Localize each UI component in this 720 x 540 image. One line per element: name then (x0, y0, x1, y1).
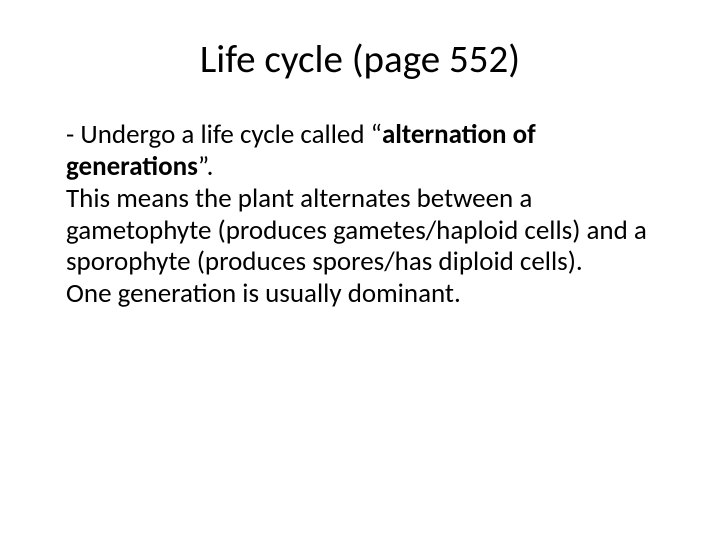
p1-post: ”. (198, 150, 214, 183)
slide-container: Life cycle (page 552) - Undergo a life c… (0, 0, 720, 540)
p1-pre: - Undergo a life cycle called “ (66, 118, 382, 151)
paragraph-1: - Undergo a life cycle called “alternati… (66, 119, 654, 183)
paragraph-3: One generation is usually dominant. (66, 278, 654, 310)
slide-body: - Undergo a life cycle called “alternati… (60, 119, 660, 310)
paragraph-2: This means the plant alternates between … (66, 183, 654, 279)
slide-title: Life cycle (page 552) (60, 36, 660, 83)
